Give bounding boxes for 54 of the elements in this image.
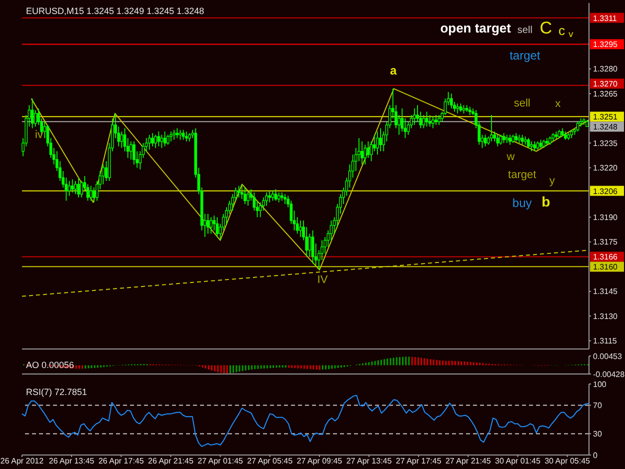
x-tick-label: 27 Apr 09:45 [296,456,343,466]
x-tick-label: 27 Apr 21:45 [445,456,492,466]
annotation: sell [514,97,530,110]
y-tick-label: 1.3190 [593,213,618,222]
annotation: w [506,150,515,163]
y-tick-label: 100 [593,380,607,389]
ref-line-label: 1.3206 [593,186,618,196]
x-tick-label: 26 Apr 2012 [0,456,44,466]
ref-line-label: 1.3166 [593,252,618,262]
x-tick-label: 27 Apr 17:45 [396,456,442,466]
x-tick-label: 27 Apr 01:45 [198,456,244,466]
annotation: sell [517,25,532,36]
y-tick-label: 70 [593,401,602,410]
chart-title: RSI(7) 72.7851 [26,387,88,397]
y-tick-label: 0 [593,450,598,460]
y-tick-label: 1.3265 [593,89,618,98]
y-tick-label: 1.3280 [593,64,618,74]
x-tick-label: 27 Apr 13:45 [346,456,392,466]
annotation: open target [440,20,512,36]
ref-line-label: 1.3270 [593,80,618,89]
ref-line-label: 1.3295 [593,40,618,50]
annotation: b [542,193,550,210]
annotation: a [390,63,398,78]
chart-title: AO 0.00056 [26,360,74,370]
y-tick-label: 1.3220 [593,164,618,173]
y-tick-label: 0.00453 [593,352,622,361]
annotation: target [508,168,536,181]
y-tick-label: 30 [593,430,602,439]
annotation: x [555,98,562,110]
y-tick-label: 1.3115 [593,336,618,346]
y-tick-label: 1.3145 [593,287,618,296]
ref-line-label: 1.3248 [593,122,618,132]
annotation: c [558,23,566,38]
x-tick-label: 27 Apr 05:45 [247,456,294,466]
annotation: v [568,29,574,40]
x-tick-label: 30 Apr 01:45 [495,456,541,466]
annotation: iv [35,128,44,141]
annotation: buy [512,196,532,210]
annotation: y [549,175,556,188]
ref-line-label: 1.3160 [593,262,618,272]
ref-line-label: 1.3251 [593,112,618,122]
ref-line-label: 1.3311 [593,14,618,23]
y-tick-label: 1.3130 [593,312,618,321]
x-tick-label: 30 Apr 05:45 [544,456,591,466]
x-tick-label: 26 Apr 17:45 [98,456,144,466]
x-tick-label: 26 Apr 21:45 [148,456,194,466]
annotation: target [510,48,541,63]
annotation: C [540,18,552,38]
annotation: IV [317,274,328,286]
y-tick-label: 1.3175 [593,238,618,247]
y-tick-label: 1.3235 [593,138,618,148]
x-tick-label: 26 Apr 13:45 [48,456,95,466]
chart-title: EURUSD,M15 1.3245 1.3249 1.3245 1.3248 [26,6,204,16]
y-tick-label: -0.00428 [593,370,625,379]
